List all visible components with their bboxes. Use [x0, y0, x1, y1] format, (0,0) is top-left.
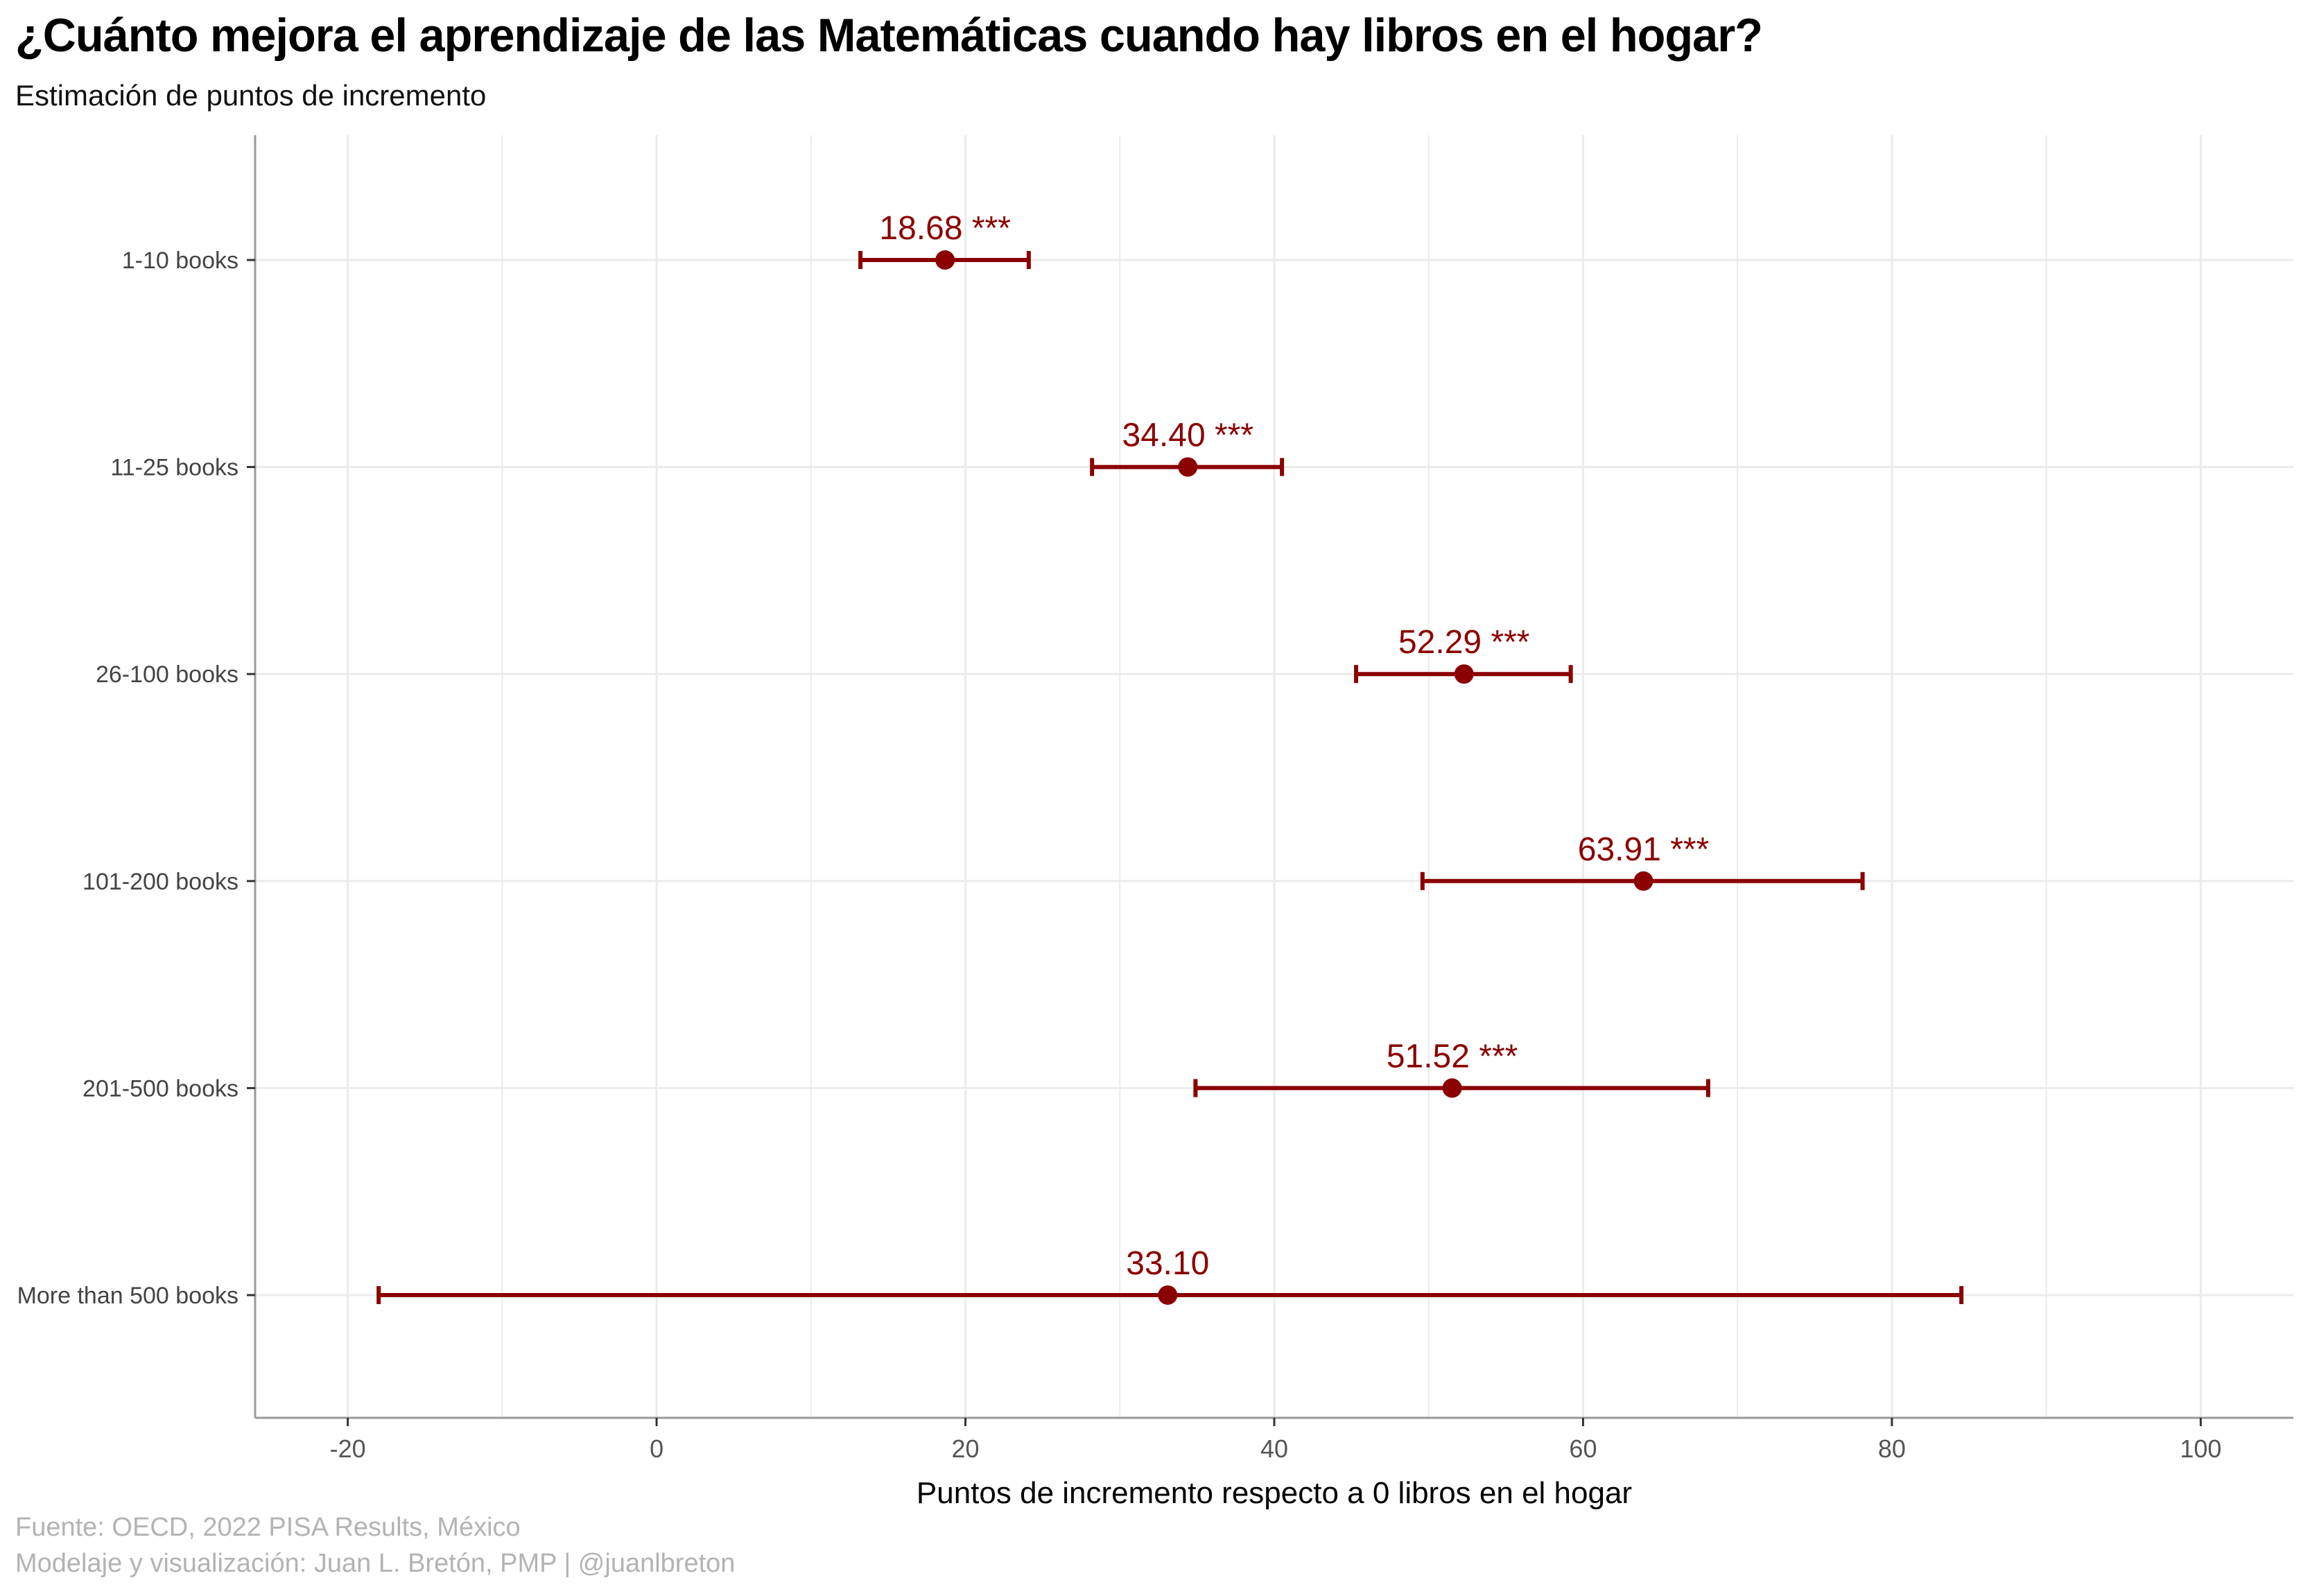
data-label: 52.29 ***	[1398, 624, 1530, 661]
estimate-point	[935, 250, 955, 270]
y-tick-label: 26-100 books	[96, 661, 238, 688]
estimate-point	[1158, 1285, 1178, 1305]
x-tick-label: 40	[1260, 1434, 1288, 1463]
estimate-point	[1442, 1078, 1462, 1098]
grid-layer	[255, 135, 2293, 1418]
x-axis-label: Puntos de incremento respecto a 0 libros…	[917, 1476, 1632, 1510]
source-caption: Fuente: OECD, 2022 PISA Results, México	[15, 1513, 521, 1542]
marks-layer: 18.68 *** 34.40 *** 52.29 *** 63.91 *** 51.5…	[376, 210, 1964, 1305]
data-label: 51.52 ***	[1387, 1038, 1518, 1075]
x-tick-label: 20	[952, 1434, 980, 1463]
data-label: 18.68 ***	[879, 210, 1011, 247]
x-tick-label: 0	[650, 1434, 663, 1463]
x-tick-label: 100	[2180, 1434, 2221, 1463]
estimate-point	[1633, 871, 1653, 891]
data-label: 34.40 ***	[1122, 417, 1254, 454]
chart-title: ¿Cuánto mejora el aprendizaje de las Mat…	[15, 9, 1763, 62]
y-tick-label: 201-500 books	[83, 1075, 238, 1102]
y-tick-label: 11-25 books	[110, 455, 238, 481]
x-tick-label: 60	[1569, 1434, 1597, 1463]
axis-layer: -20 0 20 40 60 80 100 1-10 books 11-25 books 26-1…	[17, 135, 2293, 1463]
data-label: 63.91 ***	[1578, 831, 1710, 868]
y-tick-label: 101-200 books	[83, 869, 238, 895]
chart-subtitle: Estimación de puntos de incremento	[15, 79, 487, 112]
estimate-point	[1178, 457, 1198, 477]
credit-caption: Modelaje y visualización: Juan L. Bretón…	[15, 1549, 736, 1578]
x-tick-label: 80	[1878, 1434, 1906, 1463]
y-tick-label: More than 500 books	[17, 1283, 238, 1309]
data-label: 33.10	[1126, 1245, 1209, 1282]
x-tick-label: -20	[330, 1434, 366, 1463]
estimate-point	[1454, 664, 1474, 684]
y-tick-label: 1-10 books	[122, 248, 238, 274]
